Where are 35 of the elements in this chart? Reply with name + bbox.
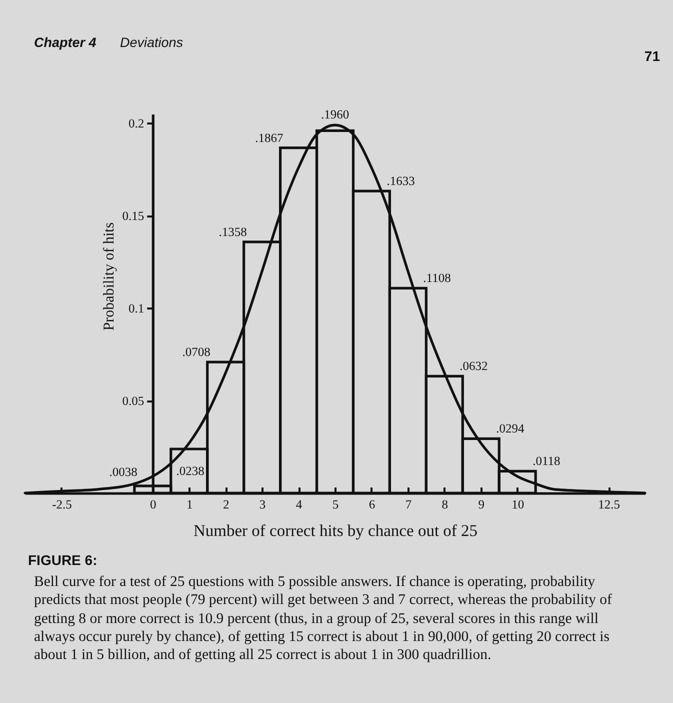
data-label: .0118 [532, 454, 560, 468]
data-label: .0294 [496, 422, 525, 436]
x-tick-label: 3 [259, 498, 266, 512]
data-label: .1108 [423, 271, 451, 286]
data-label: .0632 [460, 359, 488, 374]
x-tick-label: 0 [150, 498, 156, 512]
x-tick-label: 2 [222, 498, 230, 512]
data-label: .1633 [386, 174, 415, 188]
x-tick-label: 8 [442, 498, 448, 512]
data-label: .0238 [176, 464, 204, 478]
y-axis-title: Probability of hits [101, 222, 118, 331]
x-tick-label: -2.5 [52, 498, 72, 512]
data-label: .0708 [182, 345, 210, 360]
y-tick-label: 0.2 [128, 116, 144, 131]
text: Deviations [120, 35, 184, 50]
text: 71 [644, 48, 660, 64]
text: Chapter 4 [34, 35, 96, 50]
x-tick-label: 6 [368, 498, 376, 512]
x-tick-label: 12.5 [598, 498, 620, 512]
data-label: .1960 [320, 108, 350, 122]
x-tick-label: 4 [296, 498, 303, 512]
data-label: .0038 [109, 464, 138, 479]
y-tick-label: 0.05 [122, 394, 144, 408]
text: Bell curve for a test of 25 questions with 5 possible answers. If chance is operating, probability predicts that most people (79 percent) will get between 3 and 7 correct, whereas the probability of getting 8 or more correct is 10.9 percent (thus, in a group of 25, several scores in this range will always occur purely by chance), of getting 15 correct is about 1 in 90,000, of getting 20 correct is about 1 in 5 billion, and of getting all 25 correct is about 1 in 300 quadrillion. [34, 573, 613, 664]
x-axis-title: Number of correct hits by chance out of 25 [193, 521, 478, 540]
x-tick-label: 9 [478, 498, 485, 512]
x-tick-label: 1 [186, 498, 193, 512]
x-tick-label: 5 [332, 498, 339, 512]
data-label: .1358 [218, 224, 247, 239]
y-tick-label: 0.1 [128, 302, 144, 316]
x-tick-label: 7 [405, 498, 412, 512]
x-tick-label: 10 [512, 498, 524, 512]
text: FIGURE 6: [28, 552, 98, 569]
data-label: .1867 [255, 130, 284, 145]
y-tick-label: 0.15 [122, 209, 144, 224]
